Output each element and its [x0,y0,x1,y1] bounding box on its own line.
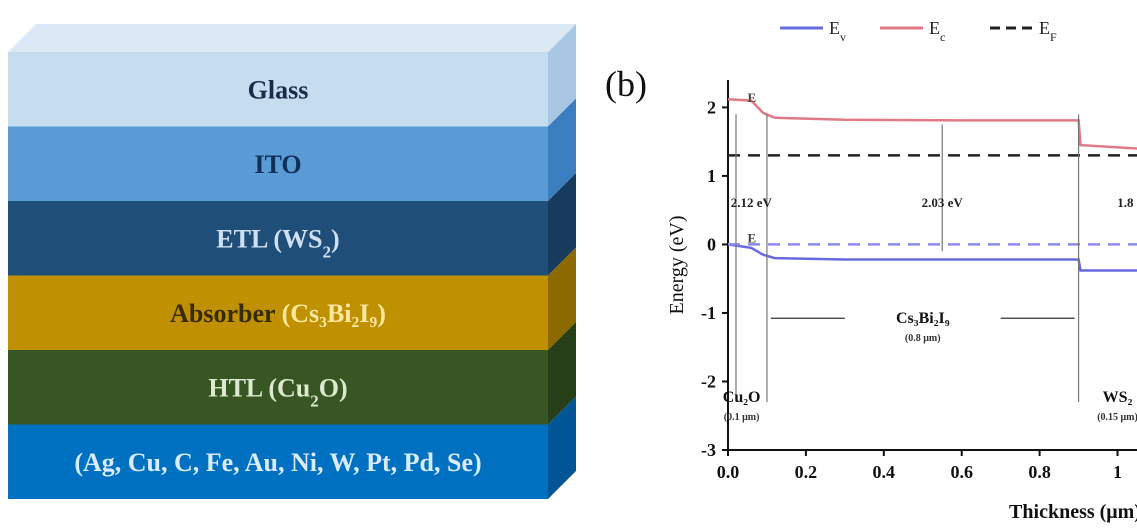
layer-label: (Ag, Cu, C, Fe, Au, Ni, W, Pt, Pd, Se) [74,448,481,477]
legend-item: Ev [780,18,846,44]
y-tick-label: -3 [701,440,716,460]
level-tag: E [747,230,756,245]
legend-label: Ec [929,18,945,44]
legend-item: EF [990,18,1057,44]
x-tick-label: 0.2 [795,462,818,482]
series-line-ev [727,243,1137,272]
stack-top-face [8,24,576,52]
region-name: Cs₃Bi₂I₉ [896,310,950,327]
y-tick-label: -2 [701,371,716,391]
layer-front-face [8,275,548,350]
legend-label: EF [1039,18,1057,44]
y-tick-label: -1 [701,303,716,323]
x-tick-label: 0.0 [717,462,740,482]
x-tick-label: 0.4 [873,462,896,482]
x-tick-label: 1 [1113,462,1122,482]
y-tick-label: 1 [707,166,716,186]
layer-side-face [548,322,576,425]
x-tick-label: 0.8 [1028,462,1051,482]
region-name: Cu₂O [723,389,761,406]
x-axis-label: Thickness (μm) [1009,501,1137,523]
band-diagram-panel: (b) Energy (eV) Thickness (μm) 2 1 0 -1 -2 -3… [605,0,1137,526]
stack-layer: ETL (WS2) [8,173,576,276]
layer-label: ETL (WS2) [216,224,339,261]
device-stack-svg: Glass ITO ETL (WS2) Absorber (Cs₃Bi₂I₉) HTL … [8,24,576,499]
series-line-ec [727,97,1137,150]
layer-front-face [8,52,548,127]
x-tick-label: 0.6 [950,462,973,482]
layer-label: HTL (Cu2O) [208,373,347,410]
stack-layer: HTL (Cu2O) [8,322,576,425]
layer-front-face [8,126,548,201]
stack-layer: (Ag, Cu, C, Fe, Au, Ni, W, Pt, Pd, Se) [8,396,576,499]
legend-label: Ev [829,18,846,44]
panel-label: (b) [605,64,647,104]
region-thickness: (0.1 μm) [724,412,760,423]
layer-front-face [8,424,548,499]
stack-layer: Glass [8,24,576,127]
layer-front-face [8,201,548,276]
region-thickness: (0.8 μm) [905,333,941,344]
layer-side-face [548,98,576,201]
layer-side-face [548,173,576,276]
layer-front-face [8,350,548,425]
layer-label: ITO [254,150,301,179]
band-diagram-svg: (b) Energy (eV) Thickness (μm) 2 1 0 -1 -2 -3… [605,18,1137,523]
device-stack-diagram: Glass ITO ETL (WS2) Absorber (Cs₃Bi₂I₉) HTL … [8,24,576,499]
layer-label: Glass [248,75,309,104]
region-thickness: (0.15 μm) [1097,412,1137,423]
stack-layer: Absorber (Cs₃Bi₂I₉) [8,247,576,350]
layer-side-face [548,396,576,499]
region-name: WS₂ [1103,389,1133,406]
y-tick-label: 0 [707,234,716,254]
stack-layer: ITO [8,98,576,201]
layer-side-face [548,247,576,350]
legend-item: Ec [880,18,945,44]
y-tick-label: 2 [707,97,716,117]
band-gap-label: 1.8 [1117,195,1134,210]
layer-label: Absorber (Cs₃Bi₂I₉) [170,299,386,328]
layer-side-face [548,24,576,127]
y-axis-label: Energy (eV) [666,215,688,314]
band-gap-label: 2.12 eV [731,195,773,210]
level-tag: E [747,90,756,105]
band-gap-label: 2.03 eV [922,195,964,210]
